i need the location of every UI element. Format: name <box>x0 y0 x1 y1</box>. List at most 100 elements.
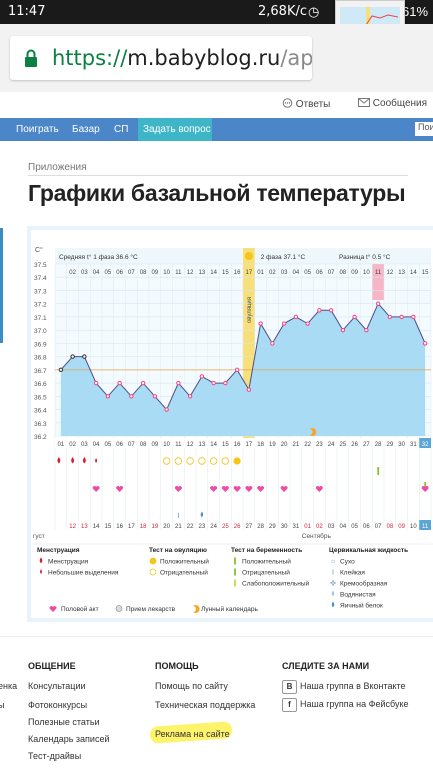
menstruation-drop-icon <box>71 457 75 464</box>
y-tick-label: 37.3 <box>34 288 47 295</box>
temperature-point <box>270 341 275 346</box>
messages-link[interactable]: Сообщения <box>358 98 427 109</box>
bottom-day-label: 11 <box>175 442 182 448</box>
calendar-date-label: 11 <box>422 524 429 530</box>
temperature-point <box>399 314 404 320</box>
legend-ovulation-test-item: Положительный <box>160 558 209 566</box>
temperature-point <box>258 321 263 326</box>
footer-cut-link[interactable]: енка <box>0 681 18 691</box>
calendar-date-label: 16 <box>116 524 123 530</box>
watery-icon <box>331 590 335 597</box>
footer-link-calendar[interactable]: Календарь записей <box>28 734 110 744</box>
y-tick-label: 36.4 <box>34 408 47 415</box>
chart-container: 37.5 37.4 37.3 37.2 37.1 37.0 36.9 36.8 36.7 36.6… <box>31 230 433 618</box>
temperature-point <box>305 321 310 326</box>
footer-link-advertising[interactable]: Реклама на сайте <box>155 729 230 739</box>
bottom-day-label: 27 <box>363 442 370 448</box>
egg-white-icon <box>331 601 335 608</box>
y-tick-label: 36.9 <box>34 341 47 348</box>
status-time: 11:47 <box>8 4 46 19</box>
bottom-day-label: 21 <box>293 442 300 448</box>
top-day-label: 06 <box>316 270 323 276</box>
footer-title-help: ПОМОЩЬ <box>155 661 199 671</box>
footer-link-facebook[interactable]: Наша группа на Фейсбуке <box>300 699 409 709</box>
answers-link[interactable]: Ответы <box>282 98 330 110</box>
y-tick-label: 36.8 <box>34 355 47 362</box>
calendar-date-label: 23 <box>199 524 206 530</box>
ovulation-label: овуляция <box>247 297 253 323</box>
bottom-day-label: 13 <box>199 442 206 448</box>
intercourse-heart-icon <box>245 486 253 492</box>
bottom-day-label: 32 <box>422 442 429 448</box>
top-nav: Ответы Сообщения <box>0 92 433 119</box>
legend-cervical-item: Кремообразная <box>340 580 388 588</box>
sticky-icon: I <box>332 570 334 577</box>
top-day-label: 05 <box>105 270 112 276</box>
top-day-label: 17 <box>246 270 253 276</box>
nav-item-play[interactable]: Поиграть <box>16 124 59 135</box>
footer-link-articles[interactable]: Полезные статьи <box>28 717 100 727</box>
ovulation-test-negative-icon <box>162 457 171 465</box>
calendar-date-label: 03 <box>328 524 335 530</box>
legend-ovulation-icon <box>149 557 157 565</box>
bottom-day-label: 02 <box>69 442 76 448</box>
top-day-label: 02 <box>269 270 276 276</box>
top-day-label: 05 <box>304 270 311 276</box>
alarm-icon: ◷ <box>308 4 320 19</box>
bottom-day-label: 24 <box>328 442 335 448</box>
top-day-label: 11 <box>375 270 382 276</box>
temperature-point <box>364 327 369 333</box>
footer-link-support[interactable]: Техническая поддержка <box>155 700 256 710</box>
ovulation-test-negative-icon <box>174 457 183 465</box>
calendar-date-label: 08 <box>387 524 394 530</box>
calendar-date-label: 06 <box>363 524 370 530</box>
calendar-date-label: 02 <box>316 524 323 530</box>
temperature-point <box>152 394 158 399</box>
today-cell <box>419 438 431 448</box>
legend-drop-icon <box>39 557 43 564</box>
footer-link-vk[interactable]: Наша группа в Вконтакте <box>300 681 406 691</box>
top-day-label: 07 <box>128 270 135 276</box>
bottom-day-label: 31 <box>410 442 417 448</box>
ovulation-test-negative-icon <box>221 457 230 465</box>
footer-link-consultations[interactable]: Консультации <box>28 681 86 691</box>
footer-link-photo-contests[interactable]: Фотоконкурсы <box>28 700 88 710</box>
legend-moon: Лунный календарь <box>201 605 258 613</box>
legend-pregnancy-icon <box>234 568 236 576</box>
calendar-date-label: 27 <box>246 524 253 530</box>
footer-link-help[interactable]: Помощь по сайту <box>155 681 228 691</box>
ask-question-button[interactable]: Задать вопрос <box>143 124 211 135</box>
intercourse-heart-icon <box>233 486 241 492</box>
divider <box>28 175 408 176</box>
breadcrumb[interactable]: Приложения <box>28 162 87 173</box>
top-day-label: 14 <box>410 270 417 276</box>
y-tick-label: 37.1 <box>34 315 47 322</box>
footer-cut-link[interactable]: ы <box>0 700 5 710</box>
top-day-label: 04 <box>93 270 100 276</box>
bottom-day-label: 14 <box>210 442 217 448</box>
vk-icon: B <box>282 680 297 694</box>
light-discharge-drop-icon <box>95 458 98 463</box>
legend-pregnancy-test-item: Отрицательный <box>242 569 290 577</box>
page-title: Графики базальной температуры <box>28 180 406 206</box>
top-day-label: 09 <box>351 270 358 276</box>
bottom-day-label: 17 <box>246 442 253 448</box>
top-day-label: 04 <box>293 270 300 276</box>
chat-icon <box>282 98 293 108</box>
y-tick-label: 36.7 <box>34 368 47 375</box>
nav-item-sp[interactable]: СП <box>114 124 129 135</box>
top-day-label: 12 <box>387 270 394 276</box>
footer-link-test-drives[interactable]: Тест-драйвы <box>28 751 82 761</box>
address-bar[interactable]: https://m.babyblog.ru/app/bas <box>10 36 312 80</box>
calendar-date-label: 14 <box>93 524 100 530</box>
calendar-date-label: 09 <box>398 524 405 530</box>
intercourse-heart-icon <box>315 486 323 492</box>
phase2-label: 2 фаза 37.1 °C <box>261 253 306 261</box>
nav-item-bazaar[interactable]: Базар <box>72 124 100 135</box>
search-input[interactable]: Поис <box>415 122 433 136</box>
month-left-label: густ <box>33 533 45 540</box>
day-row-band <box>55 438 431 448</box>
calendar-date-label: 29 <box>269 524 276 530</box>
top-day-label: 15 <box>222 270 229 276</box>
y-tick-label: 36.2 <box>34 434 47 441</box>
